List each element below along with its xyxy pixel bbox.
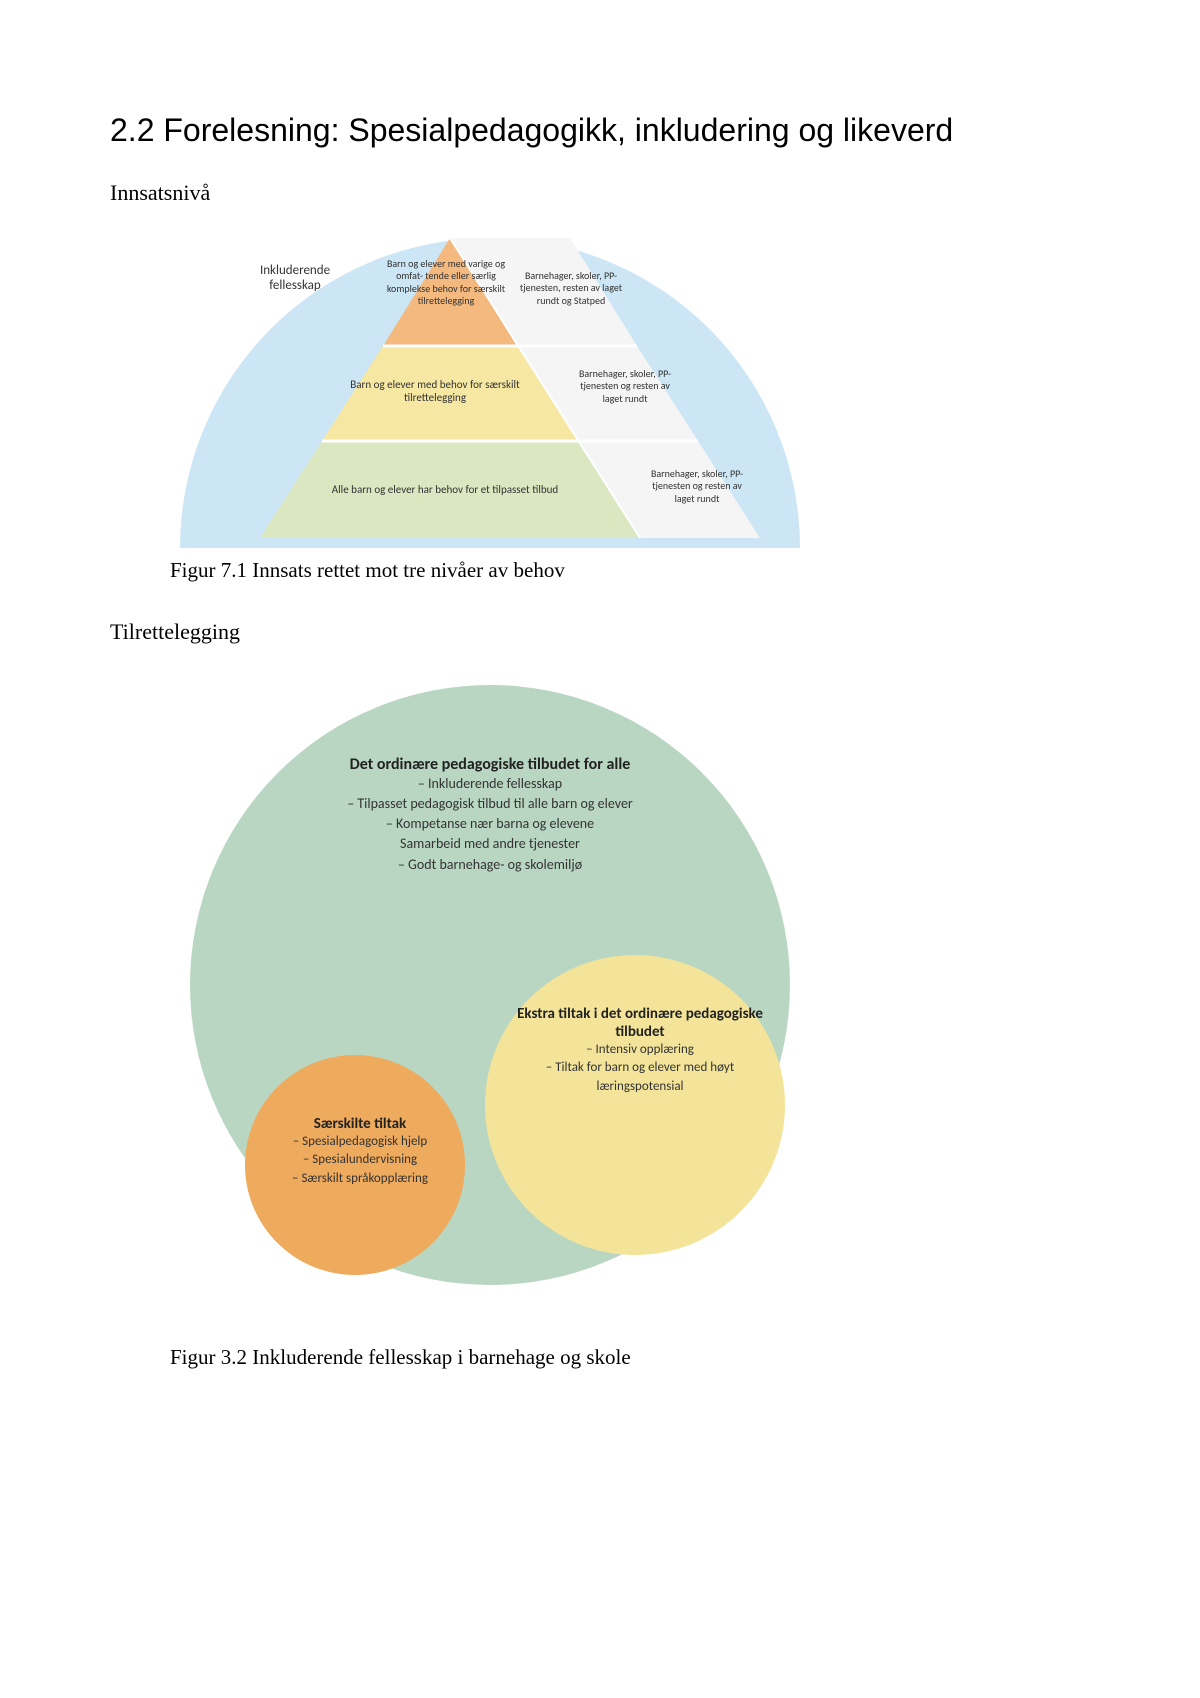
pyramid-outside-label: Inkluderende fellesskap bbox=[240, 263, 350, 293]
pyramid-top-text: Barn og elever med varige og omfat- tend… bbox=[386, 258, 506, 308]
section-label-tilrettelegging: Tilrettelegging bbox=[110, 619, 1090, 645]
venn-yellow-circle bbox=[485, 955, 785, 1255]
pyramid-mid-text: Barn og elever med behov for særskilt ti… bbox=[340, 378, 530, 406]
document-page: 2.2 Forelesning: Spesialpedagogikk, inkl… bbox=[0, 0, 1200, 1466]
venn-yellow-text: Ekstra tiltak i det ordinære pedagogiske… bbox=[515, 1005, 765, 1098]
section-label-innsatsniva: Innsatsnivå bbox=[110, 180, 1090, 206]
figure2-caption: Figur 3.2 Inkluderende fellesskap i barn… bbox=[170, 1345, 1090, 1370]
page-title: 2.2 Forelesning: Spesialpedagogikk, inkl… bbox=[110, 110, 1090, 152]
pyramid-top-side-text: Barnehager, skoler, PP-tjenesten, resten… bbox=[516, 270, 626, 308]
figure-venn: Det ordinære pedagogiske tilbudet for al… bbox=[170, 685, 810, 1325]
figure1-caption: Figur 7.1 Innsats rettet mot tre nivåer … bbox=[170, 558, 1090, 583]
pyramid-bot-text: Alle barn og elever har behov for et til… bbox=[290, 483, 600, 497]
figure-pyramid: Inkluderende fellesskap Barn og elever m… bbox=[170, 218, 810, 548]
venn-big-text: Det ordinære pedagogiske tilbudet for al… bbox=[280, 755, 700, 875]
pyramid-bot-side-text: Barnehager, skoler, PP-tjenesten og rest… bbox=[642, 468, 752, 506]
venn-orange-text: Særskilte tiltak – Spesialpedagogisk hje… bbox=[260, 1115, 460, 1190]
pyramid-mid-side-text: Barnehager, skoler, PP-tjenesten og rest… bbox=[570, 368, 680, 406]
